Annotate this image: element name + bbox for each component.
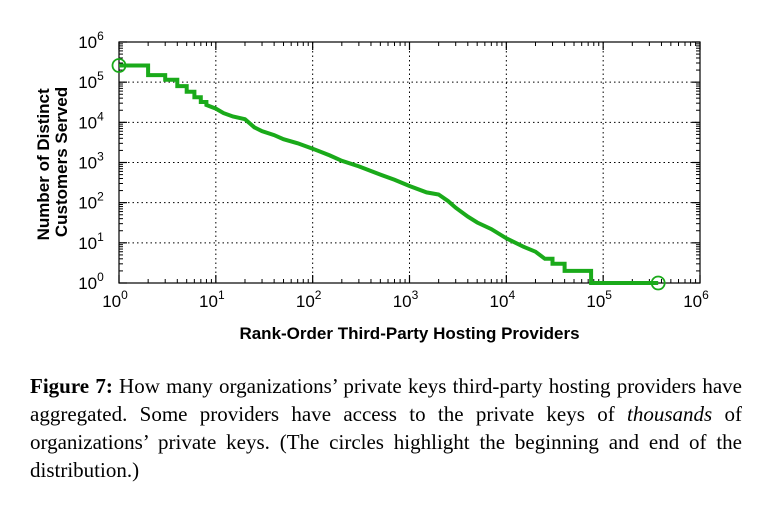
chart-figure: 100 101 102 103 104 105 106 100 101 102 103 104 105 1… [34,29,709,343]
caption-text-before: How many organizations’ private keys thi… [30,374,742,426]
figure-caption: Figure 7: How many organizations’ privat… [30,372,742,484]
highlight-circle [650,275,666,291]
y-tick-label: 102 [78,190,104,213]
caption-emphasis: thousands [627,402,713,426]
y-tick-label: 106 [78,29,104,52]
grid-layer [119,42,700,283]
caption-text-after: of organizations’ private keys. (The cir… [30,402,742,482]
y-tick-label: 100 [78,270,104,293]
x-axis-title: Rank-Order Third-Party Hosting Providers [239,324,579,343]
x-tick-label: 103 [393,288,419,311]
x-tick-label: 100 [102,288,128,311]
y-tick-label: 101 [78,230,104,253]
chart-svg: 100 101 102 103 104 105 106 100 101 102 103 104 105 1… [34,29,709,343]
highlight-circle [111,58,127,73]
series-line [119,63,659,285]
x-tick-label: 105 [586,288,612,311]
series-layer [111,58,666,291]
y-tick-label: 104 [78,109,104,132]
y-tick-label: 105 [78,69,104,92]
x-tick-label: 106 [683,288,709,311]
y-axis-title-line-1: Number of Distinct [34,88,53,240]
y-axis-title-line-2: Customers Served [52,87,71,237]
x-tick-label: 104 [490,288,516,311]
x-tick-label: 102 [296,288,322,311]
tick-layer: 100 101 102 103 104 105 106 100 101 102 103 104 105 1… [78,29,709,311]
y-axis-title: Number of Distinct Customers Served [34,84,71,241]
x-tick-label: 101 [199,288,225,311]
y-tick-label: 103 [78,150,104,173]
caption-label: Figure 7: [30,374,113,398]
